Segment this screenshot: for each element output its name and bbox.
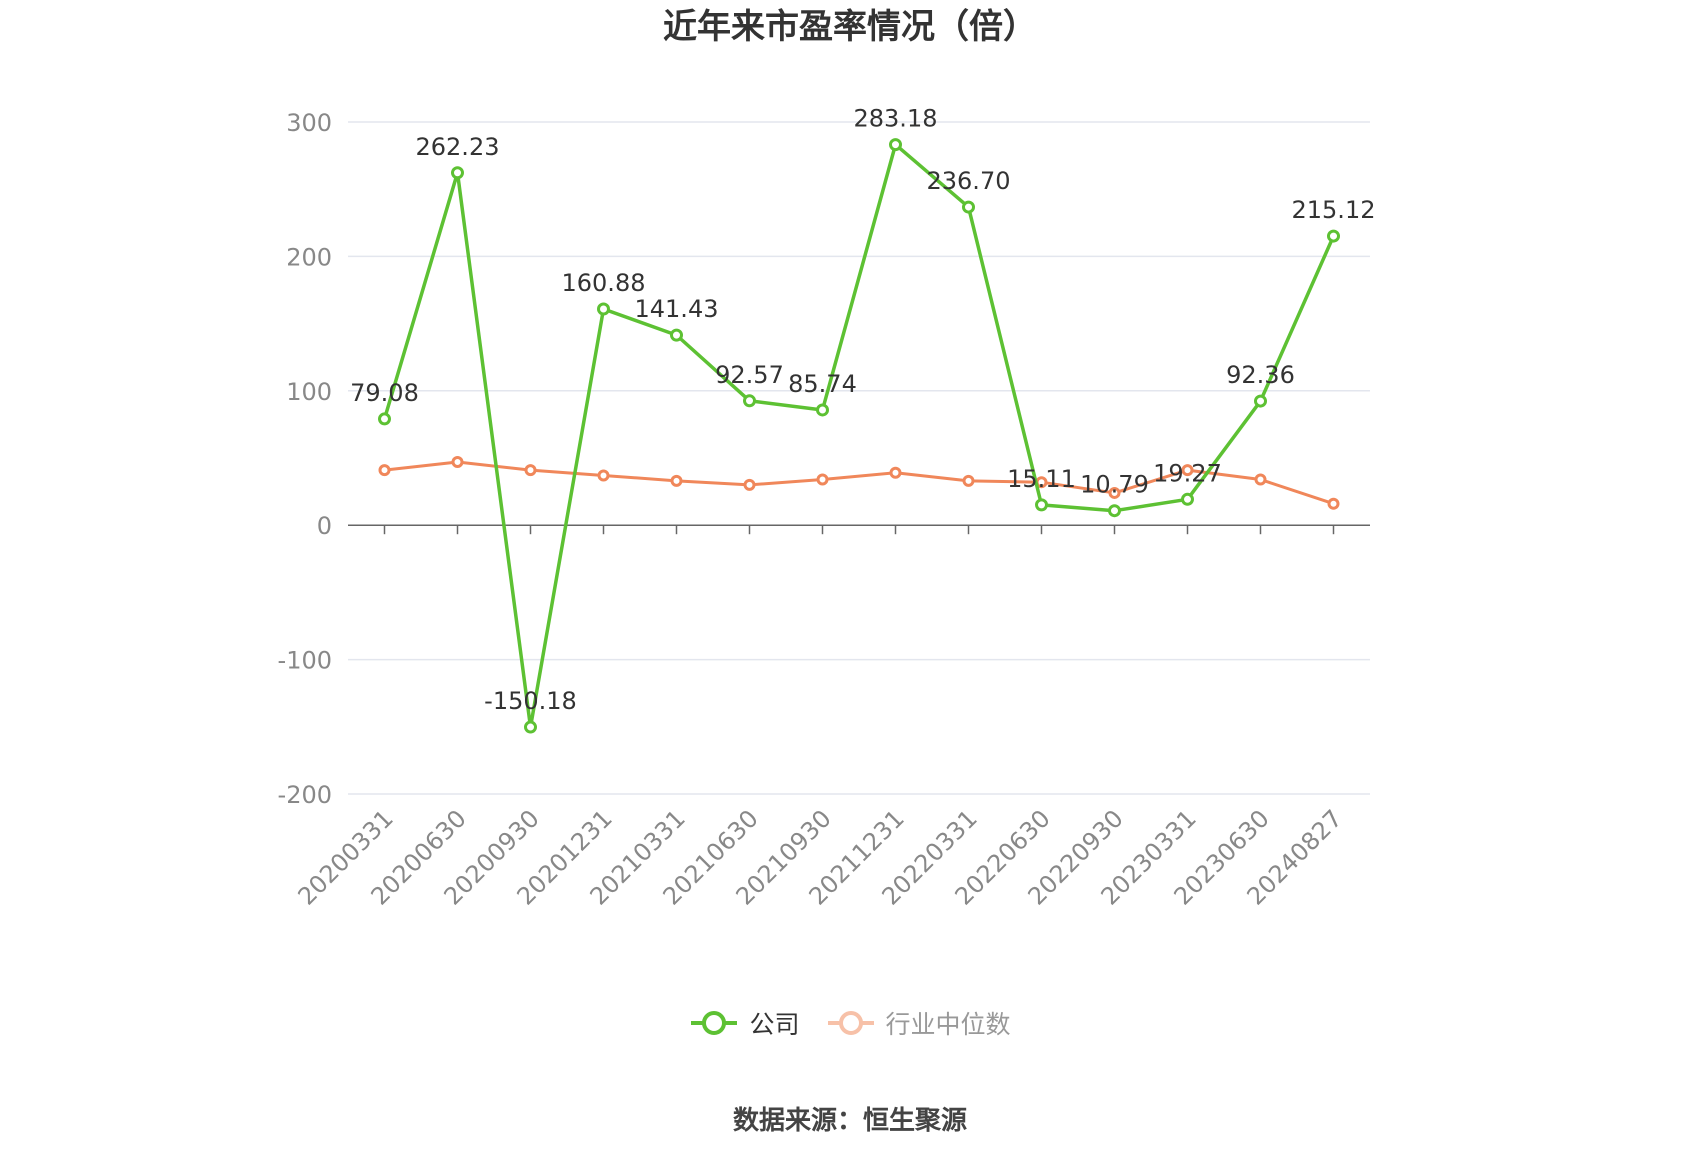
company-point [1327,229,1340,243]
company-point [816,403,829,417]
company-data-label: 283.18 [854,105,938,133]
industry-point [524,464,537,477]
legend-industry-swatch-icon [827,1011,874,1035]
company-data-label: 92.57 [715,361,784,389]
y-tick-label: -100 [278,647,332,675]
company-data-label: 79.08 [350,379,419,407]
industry-point [1181,464,1194,477]
company-data-label: 160.88 [562,269,646,297]
company-point [1108,504,1121,518]
company-point [524,720,537,734]
legend-company-swatch-icon [691,1011,738,1035]
company-data-label: 141.43 [635,295,719,323]
company-point [962,200,975,214]
company-data-label: 236.70 [927,167,1011,195]
y-tick-label: -200 [278,781,332,809]
y-tick-label: 300 [286,109,332,137]
company-point [1181,492,1194,506]
chart-title: 近年来市盈率情况（倍） [663,7,1037,47]
industry-point [743,478,756,491]
industry-point [378,464,391,477]
company-point [378,412,391,426]
industry-point [1108,486,1121,499]
legend: 公司 行业中位数 [0,1005,1700,1041]
company-data-label: 19.27 [1153,459,1222,487]
legend-item-company[interactable]: 公司 [689,1005,800,1041]
industry-point [451,456,464,469]
legend-industry-label: 行业中位数 [885,1010,1011,1039]
company-point [743,394,756,408]
company-point [597,302,610,316]
company-point [451,166,464,180]
series [378,138,1340,734]
company-data-label: 92.36 [1226,361,1295,389]
company-point [1254,394,1267,408]
series-line-company [382,142,1336,729]
legend-company-label: 公司 [749,1010,800,1039]
company-data-label: 10.79 [1080,471,1149,499]
industry-point [597,469,610,482]
company-data-label: 15.11 [1007,465,1076,493]
industry-point [1327,497,1340,510]
data-source-note: 数据来源：恒生聚源 [732,1106,967,1136]
company-data-label: -150.18 [484,687,577,715]
industry-point [816,473,829,486]
grid-lines [348,121,1370,795]
company-data-label: 262.23 [416,133,500,161]
industry-point [1254,473,1267,486]
axes: -200-10001002003002020033120200630202009… [278,109,1370,911]
y-tick-label: 100 [286,378,332,406]
y-tick-label: 0 [317,512,332,540]
company-point [1035,498,1048,512]
series-line-industry-median [384,460,1334,506]
legend-item-industry-median[interactable]: 行业中位数 [826,1005,1011,1041]
industry-point [962,474,975,487]
industry-point [670,474,683,487]
y-tick-label: 200 [286,243,332,271]
company-point [889,138,902,152]
company-data-label: 85.74 [788,370,857,398]
company-point [670,328,683,342]
industry-point [889,466,902,479]
company-data-label: 215.12 [1292,196,1376,224]
